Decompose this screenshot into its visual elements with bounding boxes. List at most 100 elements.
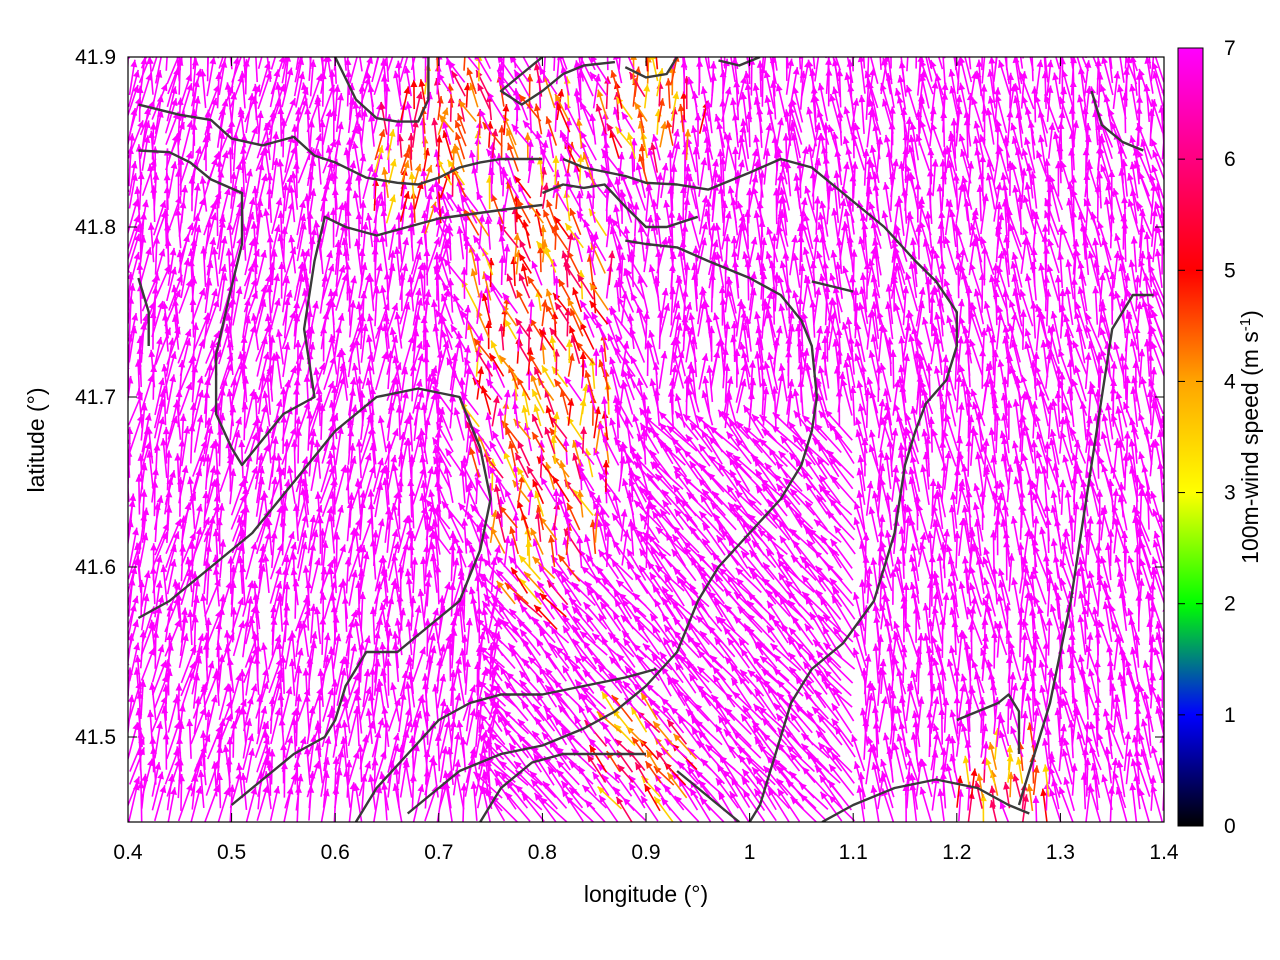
wind-vector-head <box>722 770 731 778</box>
wind-vector-head <box>494 769 502 778</box>
wind-vector <box>498 760 529 787</box>
wind-vector-head <box>341 720 349 728</box>
wind-vector-head <box>376 678 384 687</box>
wind-vector-head <box>274 707 282 716</box>
wind-vector <box>880 758 895 798</box>
wind-vector <box>753 703 777 733</box>
wind-vector-head <box>942 697 950 706</box>
wind-vector-head <box>460 783 468 791</box>
wind-vector-head <box>729 791 737 800</box>
wind-vector-head <box>478 785 487 793</box>
wind-vector-head <box>790 797 799 805</box>
wind-vector-head <box>1058 786 1066 795</box>
wind-vector <box>753 788 777 822</box>
wind-vector-head <box>364 760 372 769</box>
wind-vector-head <box>468 586 476 595</box>
wind-vector-head <box>499 761 508 769</box>
wind-vector-head <box>223 630 231 638</box>
wind-vector <box>504 791 531 822</box>
wind-vector <box>724 656 750 684</box>
wind-vector-head <box>932 696 940 705</box>
wind-vector <box>345 759 353 798</box>
wind-vector-head <box>828 795 837 804</box>
wind-vector-head <box>1099 556 1107 564</box>
wind-vector <box>612 786 635 812</box>
wind-vector-head <box>645 761 653 770</box>
wind-vector-head <box>599 795 607 804</box>
wind-vector-head <box>1077 614 1085 623</box>
wind-vector-head <box>248 748 255 757</box>
wind-vector-head <box>540 797 548 805</box>
wind-vector-head <box>200 730 207 738</box>
wind-vector-head <box>988 742 995 750</box>
wind-vector-head <box>132 527 139 536</box>
wind-vector <box>429 553 438 593</box>
wind-vector <box>532 753 555 786</box>
wind-vector <box>1026 783 1034 812</box>
wind-vector-head <box>137 781 145 789</box>
wind-vector-head <box>969 582 976 591</box>
wind-vector <box>715 777 739 809</box>
wind-vector <box>979 793 987 822</box>
wind-vector <box>167 787 177 822</box>
wind-vector-head <box>902 582 910 590</box>
wind-vector-head <box>625 666 633 674</box>
wind-vector <box>920 759 933 797</box>
wind-vector <box>565 795 594 822</box>
wind-vector-head <box>561 780 569 789</box>
wind-vector <box>309 557 321 594</box>
wind-vector-head <box>1015 757 1023 765</box>
wind-vector-head <box>128 714 129 715</box>
wind-vector <box>523 571 545 594</box>
wind-vector <box>653 765 675 786</box>
wind-vector-head <box>1032 795 1040 804</box>
wind-vector <box>856 785 866 822</box>
wind-vector-head <box>880 759 887 768</box>
wind-vector-head <box>556 760 565 769</box>
wind-vector <box>1042 764 1050 797</box>
wind-vector-head <box>604 736 612 745</box>
wind-vector-head <box>820 791 828 800</box>
wind-vector-head <box>1006 745 1014 753</box>
wind-vector <box>942 592 950 630</box>
wind-vector-head <box>672 534 680 543</box>
wind-vector-head <box>494 778 502 787</box>
wind-vector-head <box>302 668 310 676</box>
wind-vector-head <box>548 766 555 775</box>
wind-vector <box>442 770 452 809</box>
wind-vector <box>1158 757 1164 791</box>
wind-vector <box>1130 758 1141 796</box>
wind-vector <box>852 647 867 684</box>
wind-vector <box>1012 773 1022 798</box>
wind-vector-head <box>741 777 749 786</box>
wind-vector-head <box>439 698 447 707</box>
wind-vector <box>871 762 882 797</box>
wind-vector <box>211 761 219 797</box>
wind-vector-head <box>677 761 686 769</box>
wind-vector <box>323 736 332 772</box>
wind-vector <box>777 788 801 822</box>
wind-vector-head <box>391 529 399 538</box>
wind-vector <box>640 795 659 822</box>
wind-vector <box>404 568 413 607</box>
wind-vector-head <box>892 742 900 751</box>
wind-vector <box>570 748 597 773</box>
wind-vector-head <box>598 549 606 558</box>
wind-vector <box>919 786 933 822</box>
wind-vector-head <box>197 633 205 642</box>
wind-vector <box>872 603 881 645</box>
wind-vector <box>439 746 449 783</box>
wind-vector <box>666 771 688 799</box>
wind-vector <box>937 788 945 822</box>
wind-vector-head <box>587 754 595 763</box>
wind-vector-head <box>262 785 269 794</box>
wind-vector <box>598 794 619 822</box>
wind-vector <box>154 721 164 759</box>
wind-vector-head <box>1049 788 1056 797</box>
wind-vector-head <box>1061 686 1068 695</box>
wind-vector-head <box>314 557 321 566</box>
wind-vector <box>1015 757 1024 784</box>
wind-vector <box>546 579 569 606</box>
wind-vector <box>177 782 193 822</box>
wind-vector-head <box>1087 570 1095 579</box>
